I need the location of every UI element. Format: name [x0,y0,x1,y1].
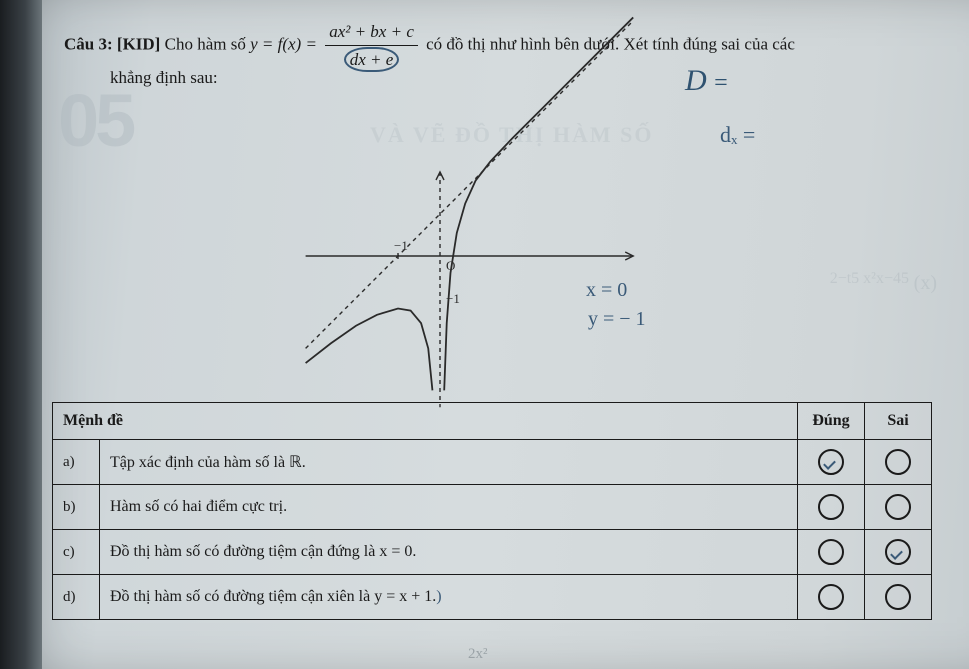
page: 05 Câu 3: [KID] Cho hàm số y = f(x) = ax… [0,0,969,669]
checkmark-icon [885,539,911,565]
row-index: c) [53,530,100,575]
row-index: b) [53,485,100,530]
circle-icon [818,584,844,610]
question-line: Câu 3: [KID] Cho hàm số y = f(x) = ax² +… [64,18,939,73]
ghost-bottom: 2x² [468,646,488,663]
cell-dung[interactable] [798,575,865,620]
true-false-table: Mệnh đề Đúng Sai a)Tập xác định của hàm … [52,402,932,620]
denominator: dx + e [325,46,418,73]
function-graph: −1−1O [300,94,640,374]
question-lead: Cho hàm số [165,35,246,54]
question-prefix: Câu 3: [64,35,113,54]
cell-sai[interactable] [865,530,932,575]
row-statement: Đồ thị hàm số có đường tiệm cận đứng là … [100,530,798,575]
circle-icon [885,584,911,610]
cell-sai[interactable] [865,575,932,620]
table-header-row: Mệnh đề Đúng Sai [53,403,932,440]
row-statement: Đồ thị hàm số có đường tiệm cận xiên là … [100,575,798,620]
ghost-x-right: (x) [914,272,937,295]
question-subline: khẳng định sau: [110,68,218,88]
handwritten-D: D = [685,64,729,98]
circle-icon [885,494,911,520]
ghost-chapter-number: 05 [58,78,132,163]
book-gutter [0,0,42,669]
col-statement: Mệnh đề [53,403,798,440]
row-index: a) [53,440,100,485]
func-lhs: y = f(x) = [250,35,317,54]
question-tail: có đồ thị như hình bên dưới. Xét tính đú… [426,35,795,54]
cell-dung[interactable] [798,530,865,575]
table-row: b)Hàm số có hai điểm cực trị. [53,485,932,530]
question-tag: [KID] [117,35,160,54]
table-row: a)Tập xác định của hàm số là ℝ. [53,440,932,485]
ghost-frac-right: 2−t5 x²x−45 [830,270,909,288]
cell-sai[interactable] [865,440,932,485]
col-sai: Sai [865,403,932,440]
checkmark-icon [818,449,844,475]
handwritten-paren-icon: ) [436,588,441,605]
graph-svg: −1−1O [300,94,640,374]
table-row: c)Đồ thị hàm số có đường tiệm cận đứng l… [53,530,932,575]
x-tick-label: −1 [394,238,408,253]
circle-icon [818,539,844,565]
denominator-circled: dx + e [344,47,400,72]
curve-left-branch [306,309,433,391]
cell-sai[interactable] [865,485,932,530]
col-dung: Đúng [798,403,865,440]
rational-fraction: ax² + bx + c dx + e [325,18,418,73]
cell-dung[interactable] [798,485,865,530]
row-statement: Hàm số có hai điểm cực trị. [100,485,798,530]
numerator: ax² + bx + c [325,18,418,46]
handwritten-dx: dₓ = [720,122,755,148]
table-row: d)Đồ thị hàm số có đường tiệm cận xiên l… [53,575,932,620]
circle-icon [818,494,844,520]
row-statement: Tập xác định của hàm số là ℝ. [100,440,798,485]
curve-right-branch [444,17,633,390]
row-index: d) [53,575,100,620]
circle-icon [885,449,911,475]
cell-dung[interactable] [798,440,865,485]
